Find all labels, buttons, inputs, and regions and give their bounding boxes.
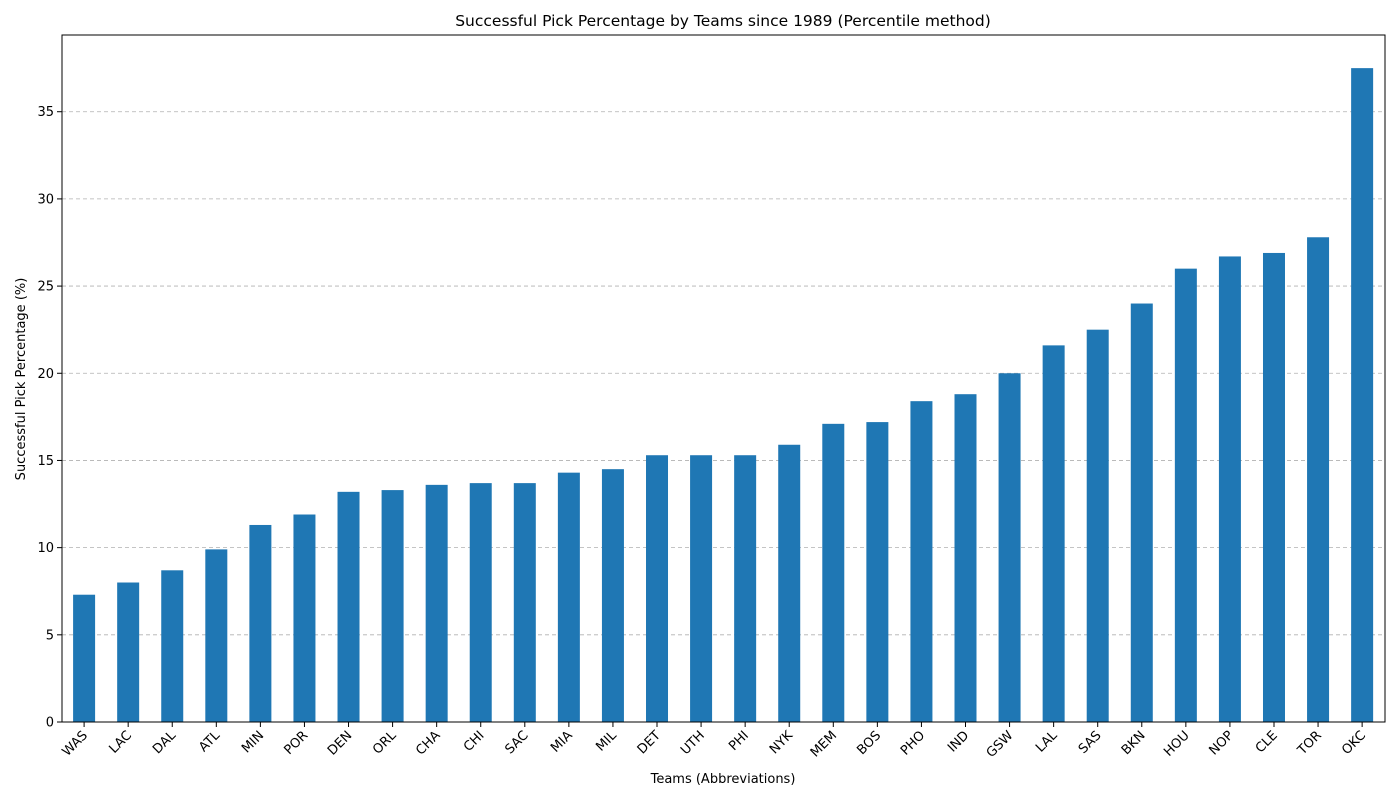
x-tick-label: MEM bbox=[808, 728, 840, 760]
x-tick-label: PHO bbox=[898, 728, 928, 758]
y-tick-label: 20 bbox=[37, 367, 54, 382]
bars bbox=[73, 68, 1374, 722]
x-tick-label: GSW bbox=[984, 728, 1017, 761]
bar-bkn bbox=[1130, 303, 1153, 722]
x-tick-label: IND bbox=[945, 728, 972, 755]
bar-por bbox=[293, 514, 316, 722]
bar-det bbox=[646, 455, 669, 722]
x-tick-label: ORL bbox=[370, 728, 400, 758]
bar-atl bbox=[205, 549, 228, 722]
x-tick-label: TOR bbox=[1294, 728, 1325, 759]
bar-was bbox=[73, 594, 96, 722]
y-tick-label: 35 bbox=[37, 105, 54, 120]
bar-ind bbox=[954, 394, 977, 722]
x-tick-label: WAS bbox=[60, 728, 91, 759]
x-axis-ticks: WAS LAC DAL ATL MIN POR DEN ORL CHA CHI SAC MIA MIL D… bbox=[60, 722, 1369, 761]
x-tick-label: PHI bbox=[726, 728, 752, 754]
x-tick-label: LAC bbox=[107, 728, 135, 756]
bar-bos bbox=[866, 422, 889, 722]
x-tick-label: MIN bbox=[239, 728, 267, 756]
x-tick-label: BOS bbox=[854, 728, 884, 758]
y-axis-title: Successful Pick Percentage (%) bbox=[14, 278, 29, 481]
x-tick-label: CLE bbox=[1253, 728, 1281, 756]
x-tick-label: MIL bbox=[593, 728, 620, 755]
bar-sac bbox=[513, 483, 536, 722]
x-tick-label: HOU bbox=[1161, 728, 1192, 759]
y-tick-label: 25 bbox=[37, 280, 54, 295]
bar-cha bbox=[425, 484, 448, 722]
bar-dal bbox=[161, 570, 184, 722]
y-tick-label: 10 bbox=[37, 541, 54, 556]
x-tick-label: CHI bbox=[461, 728, 488, 755]
x-tick-label: UTH bbox=[678, 728, 708, 758]
plot-area-frame bbox=[61, 34, 1386, 723]
bar-okc bbox=[1351, 68, 1374, 722]
bar-cle bbox=[1262, 252, 1285, 722]
x-tick-label: NOP bbox=[1206, 728, 1236, 758]
bar-mil bbox=[601, 469, 624, 722]
y-tick-label: 15 bbox=[37, 454, 54, 469]
bar-den bbox=[337, 491, 360, 722]
x-tick-label: DEN bbox=[325, 728, 355, 758]
bar-min bbox=[249, 524, 272, 722]
chart-title: Successful Pick Percentage by Teams sinc… bbox=[455, 12, 991, 30]
bar-nop bbox=[1218, 256, 1241, 722]
bar-uth bbox=[690, 455, 713, 722]
x-tick-label: ATL bbox=[196, 728, 223, 755]
bar-gsw bbox=[998, 373, 1021, 722]
x-tick-label: DET bbox=[635, 728, 664, 757]
bar-chi bbox=[469, 483, 492, 722]
x-tick-label: POR bbox=[282, 728, 312, 758]
grid-lines bbox=[62, 111, 1385, 636]
x-tick-label: SAC bbox=[502, 728, 531, 757]
bar-tor bbox=[1307, 237, 1330, 722]
y-tick-label: 30 bbox=[37, 192, 54, 207]
bar-lac bbox=[117, 582, 140, 722]
x-tick-label: BKN bbox=[1119, 728, 1149, 758]
y-tick-label: 0 bbox=[46, 716, 54, 731]
x-tick-label: CHA bbox=[413, 728, 443, 758]
x-tick-label: NYK bbox=[767, 728, 796, 757]
bar-lal bbox=[1042, 345, 1065, 722]
x-tick-label: DAL bbox=[150, 728, 179, 757]
bar-mem bbox=[822, 423, 845, 722]
x-tick-label: MIA bbox=[548, 728, 576, 756]
x-tick-label: LAL bbox=[1033, 728, 1061, 756]
y-tick-label: 5 bbox=[46, 628, 54, 643]
bar-hou bbox=[1174, 268, 1197, 722]
bar-phi bbox=[734, 455, 757, 722]
bar-sas bbox=[1086, 329, 1109, 722]
x-tick-label: SAS bbox=[1076, 728, 1105, 757]
bar-orl bbox=[381, 490, 404, 722]
y-axis-ticks: 0 5 10 15 20 25 30 35 bbox=[37, 105, 62, 731]
bar-pho bbox=[910, 401, 933, 722]
x-tick-label: OKC bbox=[1339, 728, 1369, 758]
x-axis-title: Teams (Abbreviations) bbox=[650, 772, 796, 787]
bar-mia bbox=[557, 472, 580, 722]
bar-nyk bbox=[778, 444, 801, 722]
